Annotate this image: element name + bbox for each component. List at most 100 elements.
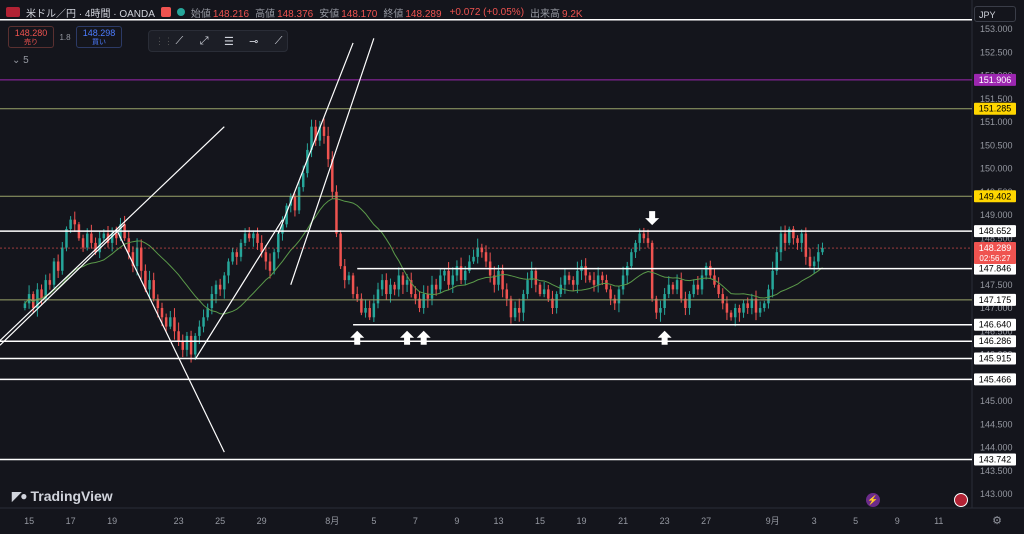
extended-line-icon[interactable]: ⟋ xyxy=(274,34,283,47)
x-tick-label: 9月 xyxy=(766,516,780,526)
candle-body xyxy=(613,298,617,304)
candle-body xyxy=(775,252,779,271)
x-tick-label: 11 xyxy=(934,516,943,526)
countdown-label: 02:56:27 xyxy=(979,254,1011,263)
y-tick-label: 145.000 xyxy=(980,396,1013,406)
candle-body xyxy=(459,266,463,281)
change-value: +0.072 (+0.05%) xyxy=(449,6,525,18)
low-value: 安値 148.170 xyxy=(319,8,378,20)
candle-body xyxy=(160,308,164,318)
drawing-toolbar: ⋮⋮ ⟋ ⤢ ☰ ⊸ ⟋ xyxy=(148,30,288,52)
candle-body xyxy=(69,219,72,229)
candle-body xyxy=(522,294,525,313)
candle-body xyxy=(513,308,517,318)
candle-body xyxy=(808,256,812,267)
candle-body xyxy=(102,233,106,239)
flag-marker-icon[interactable] xyxy=(160,7,171,17)
candle-body xyxy=(451,275,455,285)
price-level-label-bg xyxy=(974,73,1016,86)
candle-body xyxy=(185,335,189,350)
event-marker-icon[interactable]: ⚡ xyxy=(866,493,880,507)
candle-body xyxy=(480,247,484,253)
y-tick-label: 151.000 xyxy=(980,117,1013,127)
candle-body xyxy=(675,280,679,290)
candle-body xyxy=(758,308,762,313)
candle-body xyxy=(277,233,280,253)
candle-body xyxy=(717,284,720,295)
open-value: 始値 148.216 xyxy=(190,8,250,20)
price-level-label: 149.402 xyxy=(979,191,1012,201)
trendline-tool-icon[interactable]: ⟋ xyxy=(175,34,184,47)
parallel-channel-icon[interactable]: ☰ xyxy=(224,35,234,48)
price-level-label: 143.742 xyxy=(979,454,1012,464)
candle-body xyxy=(164,317,168,327)
candle-body xyxy=(405,280,409,285)
candle-body xyxy=(31,294,35,308)
x-tick-label: 5 xyxy=(853,516,858,526)
drag-handle-icon[interactable]: ⋮⋮ xyxy=(155,35,173,46)
candle-body xyxy=(131,252,135,267)
candle-body xyxy=(625,266,629,276)
price-level-label-bg xyxy=(974,373,1016,386)
candle-body xyxy=(497,270,500,285)
candle-body xyxy=(472,256,475,262)
candle-body xyxy=(576,270,579,285)
price-level-label-bg xyxy=(974,190,1016,203)
candle-body xyxy=(376,289,380,304)
candle-body xyxy=(746,303,749,308)
candle-body xyxy=(509,298,513,318)
candle-body xyxy=(729,312,733,318)
candle-body xyxy=(306,149,309,174)
candle-body xyxy=(792,228,795,239)
candle-body xyxy=(44,280,47,299)
y-tick-label: 147.500 xyxy=(980,280,1013,290)
candle-body xyxy=(634,242,637,253)
candle-body xyxy=(443,270,446,276)
candle-body xyxy=(542,289,546,295)
sell-button[interactable]: 148.280 売り xyxy=(8,26,54,48)
candle-body xyxy=(439,275,442,290)
candle-body xyxy=(368,308,371,318)
x-tick-label: 27 xyxy=(701,516,711,526)
price-level-label-bg xyxy=(974,318,1016,331)
buy-button[interactable]: 148.298 買い xyxy=(76,26,122,48)
candle-body xyxy=(721,294,725,304)
x-tick-label: 9 xyxy=(895,516,900,526)
indicator-toggle[interactable]: ⌄ 5 xyxy=(12,55,29,66)
y-tick-label: 152.500 xyxy=(980,47,1013,57)
price-level-label-bg xyxy=(974,453,1016,466)
candle-body xyxy=(310,126,313,150)
candle-body xyxy=(135,247,139,267)
symbol-title[interactable]: 米ドル／円 · 4時間 · OANDA xyxy=(26,8,155,20)
candle-body xyxy=(783,233,787,243)
x-tick-label: 23 xyxy=(174,516,184,526)
candle-body xyxy=(621,275,625,290)
price-level-label: 146.286 xyxy=(979,336,1012,346)
candle-body xyxy=(227,261,230,276)
currency-selector[interactable]: JPY xyxy=(974,6,1016,22)
candle-body xyxy=(584,266,587,276)
price-level-label-bg xyxy=(974,225,1016,238)
ray-tool-icon[interactable]: ⤢ xyxy=(199,34,209,47)
us-event-flag-icon[interactable] xyxy=(954,493,968,507)
candle-body xyxy=(343,266,347,281)
candle-body xyxy=(679,280,683,299)
candle-body xyxy=(551,298,554,308)
candle-body xyxy=(530,270,533,281)
horizontal-ray-icon[interactable]: ⊸ xyxy=(249,35,259,48)
candle-body xyxy=(177,331,180,341)
candle-body xyxy=(380,280,384,290)
candle-body xyxy=(351,275,355,295)
price-level-label: 147.175 xyxy=(979,295,1012,305)
candle-body xyxy=(767,289,770,304)
candle-body xyxy=(812,261,816,267)
candle-body xyxy=(563,275,567,285)
candle-body xyxy=(422,294,425,308)
candle-body xyxy=(646,238,650,243)
candle-body xyxy=(223,275,226,290)
us-flag-icon xyxy=(6,7,20,17)
settings-gear-icon[interactable]: ⚙ xyxy=(992,515,1002,527)
candle-body xyxy=(418,298,421,308)
candle-body xyxy=(189,335,193,355)
